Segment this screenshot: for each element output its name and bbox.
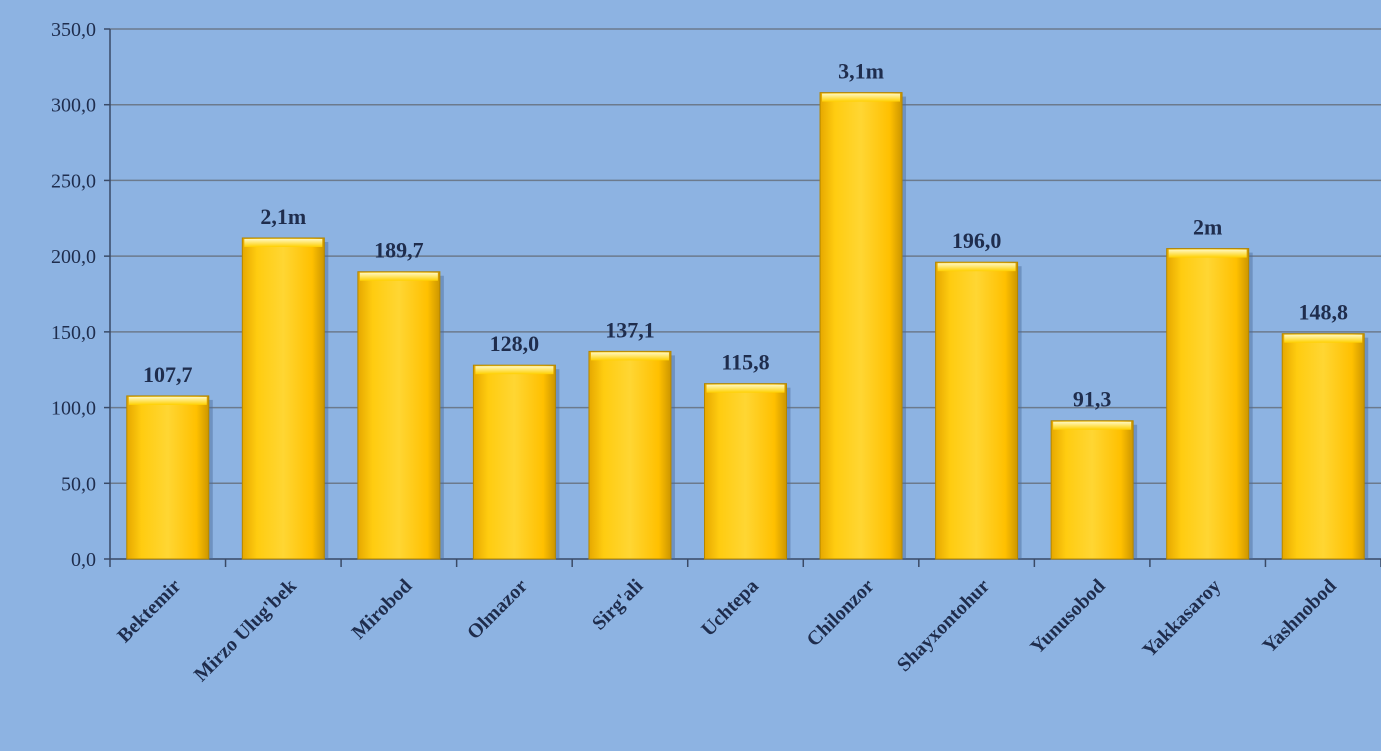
bar-top-highlight bbox=[822, 93, 901, 102]
y-tick-label: 350,0 bbox=[51, 19, 96, 41]
data-label: 2,1m bbox=[260, 204, 306, 229]
bar bbox=[819, 92, 903, 560]
data-label: 115,8 bbox=[721, 350, 769, 375]
y-tick-label: 200,0 bbox=[51, 246, 96, 268]
bar-top-highlight bbox=[359, 272, 438, 281]
data-label: 107,7 bbox=[143, 362, 193, 387]
y-axis-ticks: 0,0 50,0 100,0 150,0 200,0 250,0 300,0 350,0 bbox=[51, 19, 110, 571]
y-tick-label: 50,0 bbox=[61, 473, 96, 495]
y-tick-label: 100,0 bbox=[51, 398, 96, 420]
bar bbox=[1050, 420, 1134, 560]
bars bbox=[126, 92, 1369, 560]
bar-top-highlight bbox=[1168, 249, 1247, 258]
data-label: 137,1 bbox=[605, 317, 655, 342]
y-tick-label: 150,0 bbox=[51, 322, 96, 344]
bar bbox=[241, 237, 325, 560]
data-label: 91,3 bbox=[1073, 387, 1112, 412]
data-label: 196,0 bbox=[952, 228, 1002, 253]
bar bbox=[357, 271, 441, 560]
bar bbox=[1281, 333, 1365, 560]
bar-top-highlight bbox=[706, 384, 785, 393]
bar bbox=[935, 261, 1019, 560]
data-labels: 107,7 2,1m 189,7 128,0 137,1 115,8 3,1m 196,0 91… bbox=[143, 59, 1348, 412]
bar bbox=[1166, 248, 1250, 560]
bar bbox=[588, 350, 672, 560]
data-label: 2m bbox=[1193, 215, 1222, 240]
y-tick-label: 250,0 bbox=[51, 170, 96, 192]
y-tick-label: 0,0 bbox=[71, 549, 96, 571]
bar bbox=[472, 364, 556, 560]
bar-top-highlight bbox=[1053, 421, 1132, 430]
bar-top-highlight bbox=[590, 352, 669, 361]
bar-top-highlight bbox=[937, 263, 1016, 272]
y-tick-label: 300,0 bbox=[51, 95, 96, 117]
data-label: 3,1m bbox=[838, 59, 884, 84]
data-label: 148,8 bbox=[1298, 300, 1348, 325]
bar-top-highlight bbox=[475, 366, 554, 375]
data-label: 189,7 bbox=[374, 238, 424, 263]
bar bbox=[704, 383, 787, 560]
data-label: 128,0 bbox=[490, 331, 540, 356]
bar bbox=[126, 395, 210, 560]
bar-top-highlight bbox=[1284, 334, 1363, 343]
bar-top-highlight bbox=[128, 396, 207, 405]
bar-top-highlight bbox=[244, 238, 323, 247]
